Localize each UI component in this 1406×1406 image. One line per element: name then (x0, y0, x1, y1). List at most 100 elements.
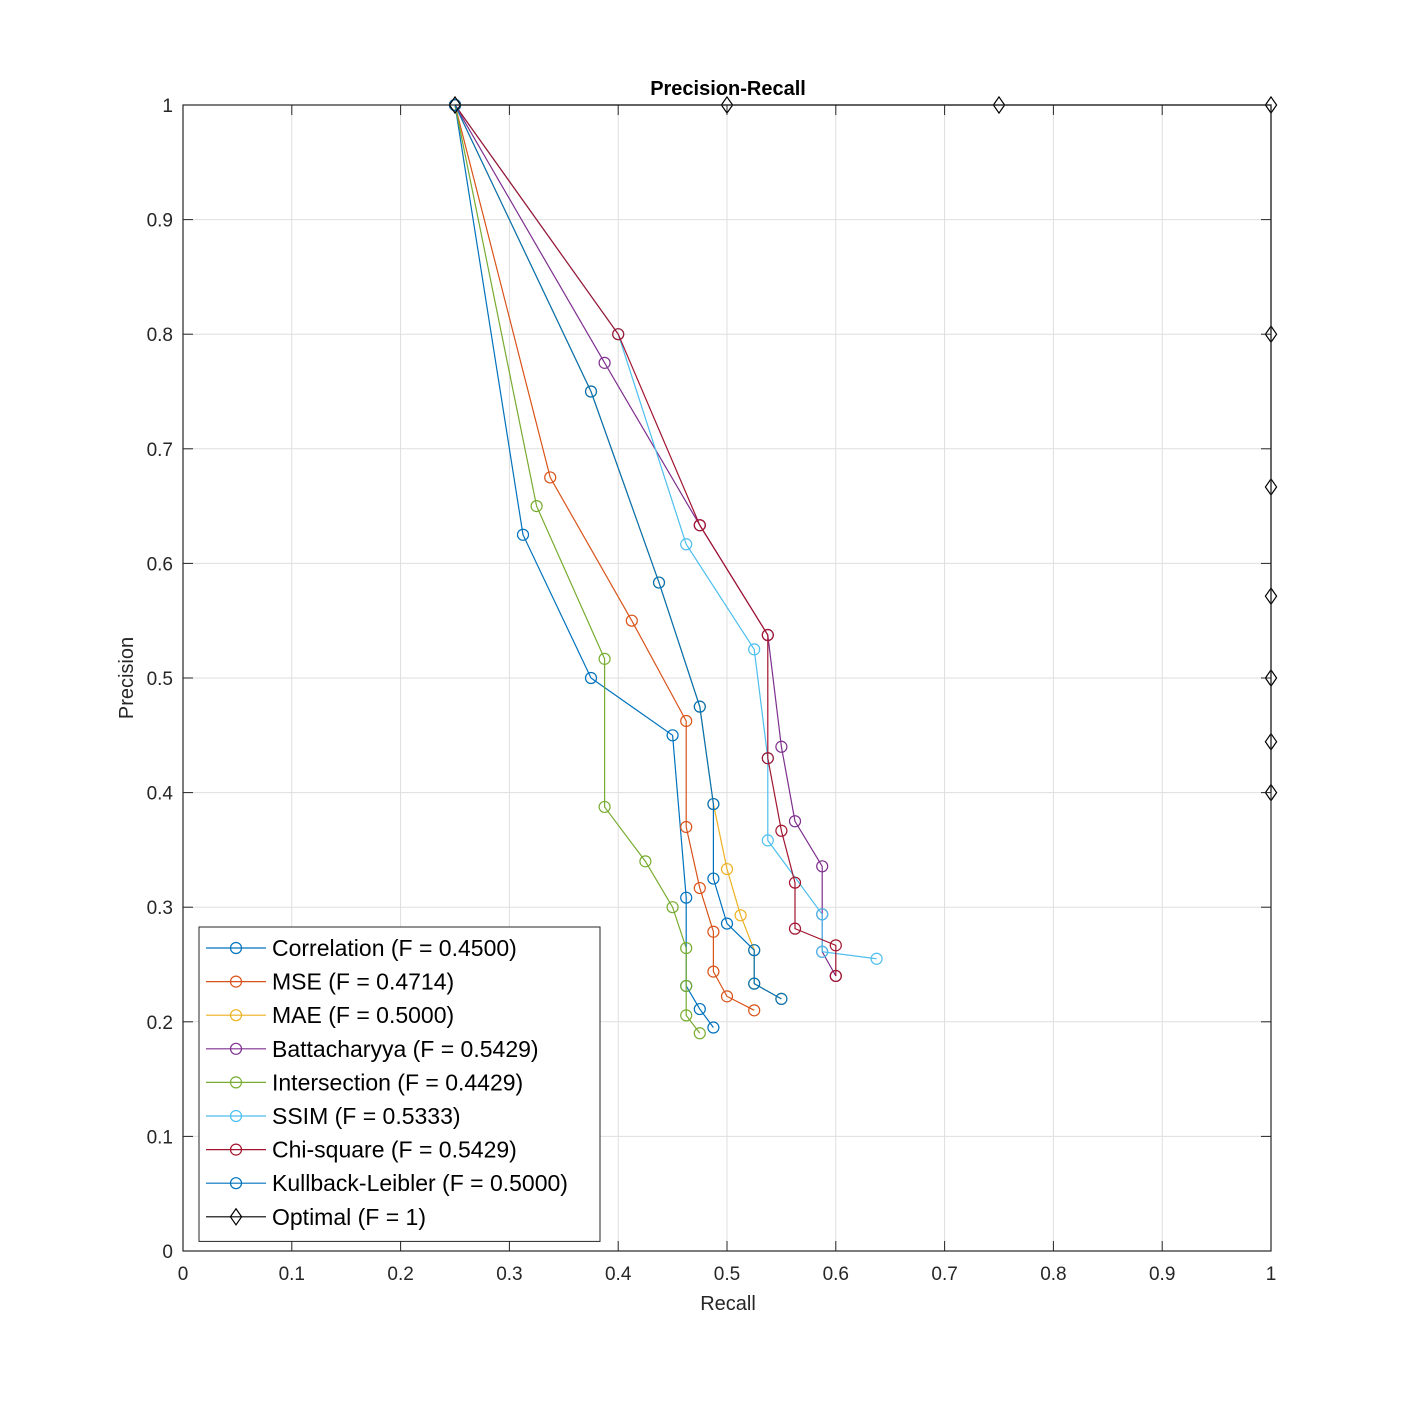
data-point (707, 965, 720, 978)
data-point (761, 752, 774, 765)
legend-marker (229, 1042, 243, 1055)
data-point (584, 385, 598, 398)
legend-label: Optimal (F = 1) (272, 1204, 426, 1230)
data-point (816, 860, 829, 873)
data-point (761, 628, 774, 642)
data-point (788, 922, 802, 935)
data-point (693, 519, 706, 532)
y-tick-label: 0.5 (147, 669, 173, 690)
data-point (680, 942, 693, 955)
legend-label: Kullback-Leibler (F = 0.5000) (272, 1170, 568, 1196)
data-point (680, 538, 693, 551)
legend-label: Intersection (F = 0.4429) (272, 1069, 523, 1095)
legend-entry: MAE (F = 0.5000) (206, 1002, 454, 1028)
legend: Correlation (F = 0.4500) MSE (F = 0.4714)… (198, 926, 601, 1242)
legend-marker (229, 1109, 243, 1123)
legend-marker (229, 941, 243, 955)
data-point (761, 834, 774, 847)
data-point (612, 328, 625, 341)
data-point (544, 471, 557, 484)
x-tick-label: 0 (178, 1264, 189, 1285)
legend-label: MSE (F = 0.4714) (272, 969, 454, 995)
data-point (693, 1027, 706, 1040)
data-point (639, 855, 652, 868)
x-tick-label: 0.1 (279, 1264, 305, 1285)
data-point (870, 952, 883, 965)
y-tick-label: 0.4 (147, 784, 174, 805)
data-point (680, 1009, 693, 1022)
x-tick-label: 0.7 (931, 1264, 957, 1285)
y-tick-label: 0.9 (147, 211, 173, 232)
data-point (707, 797, 720, 811)
series-line (454, 104, 755, 1011)
legend-entry: MSE (F = 0.4714) (206, 969, 454, 995)
legend-label: Chi-square (F = 0.5429) (272, 1137, 517, 1163)
data-point (652, 576, 666, 589)
legend-entry: Optimal (F = 1) (206, 1204, 426, 1230)
x-tick-label: 0.5 (714, 1264, 740, 1285)
x-tick-label: 0.6 (823, 1264, 849, 1285)
data-point (680, 979, 693, 993)
data-point (720, 917, 734, 930)
data-point (693, 881, 706, 895)
data-point (625, 614, 638, 627)
data-point (775, 992, 788, 1005)
data-point (680, 714, 693, 728)
legend-label: MAE (F = 0.5000) (272, 1002, 454, 1028)
data-point (816, 908, 829, 921)
y-tick-label: 0.8 (147, 325, 173, 346)
series-line (454, 104, 701, 1034)
data-point (720, 990, 734, 1003)
data-point (584, 671, 598, 685)
data-point (693, 1002, 706, 1016)
data-point (598, 652, 611, 665)
x-tick-label: 1 (1266, 1264, 1277, 1285)
series-line (454, 104, 714, 1028)
legend-box (198, 926, 601, 1242)
data-point (748, 944, 761, 957)
data-point (775, 824, 788, 837)
data-point (788, 815, 802, 828)
data-point (516, 528, 530, 541)
data-point (992, 95, 1006, 115)
legend-marker (229, 1207, 243, 1226)
data-point (666, 901, 679, 914)
legend-entry: SSIM (F = 0.5333) (206, 1103, 461, 1129)
x-tick-label: 0.4 (605, 1264, 632, 1285)
y-axis-label: Precision (116, 637, 138, 719)
data-point (707, 872, 720, 885)
legend-marker (229, 1143, 243, 1156)
data-point (734, 909, 747, 922)
legend-entry: Kullback-Leibler (F = 0.5000) (206, 1170, 568, 1196)
data-point (748, 977, 761, 990)
y-tick-label: 0.2 (147, 1013, 173, 1034)
ticks: 0 0.1 0.2 0.3 0.4 0.5 0.6 0.7 0.8 0.9 1 0 0.1 0.2 0.3 0… (147, 96, 1277, 1285)
data-point (775, 740, 788, 753)
legend-marker (229, 1177, 243, 1190)
chart-title: Precision-Recall (650, 78, 806, 100)
data-point (707, 1021, 720, 1034)
data-point (788, 876, 802, 889)
legend-marker (229, 1009, 243, 1022)
series-line (454, 104, 782, 1000)
y-tick-label: 0.1 (147, 1127, 173, 1148)
data-point (680, 820, 693, 834)
x-tick-label: 0.8 (1040, 1264, 1066, 1285)
legend-label: Correlation (F = 0.4500) (272, 935, 517, 961)
data-point (666, 729, 679, 742)
x-tick-label: 0.2 (387, 1264, 413, 1285)
data-point (707, 925, 720, 938)
legend-entry: Correlation (F = 0.4500) (206, 935, 517, 961)
data-point (530, 500, 543, 513)
x-tick-label: 0.3 (496, 1264, 522, 1285)
y-tick-label: 0.7 (147, 440, 173, 461)
y-tick-label: 0.6 (147, 554, 173, 575)
data-point (829, 969, 842, 983)
x-tick-label: 0.9 (1149, 1264, 1175, 1285)
legend-entry: Battacharyya (F = 0.5429) (206, 1036, 539, 1062)
data-point (748, 643, 761, 656)
legend-entry: Chi-square (F = 0.5429) (206, 1137, 517, 1163)
data-point (680, 891, 693, 904)
data-point (748, 1004, 761, 1017)
